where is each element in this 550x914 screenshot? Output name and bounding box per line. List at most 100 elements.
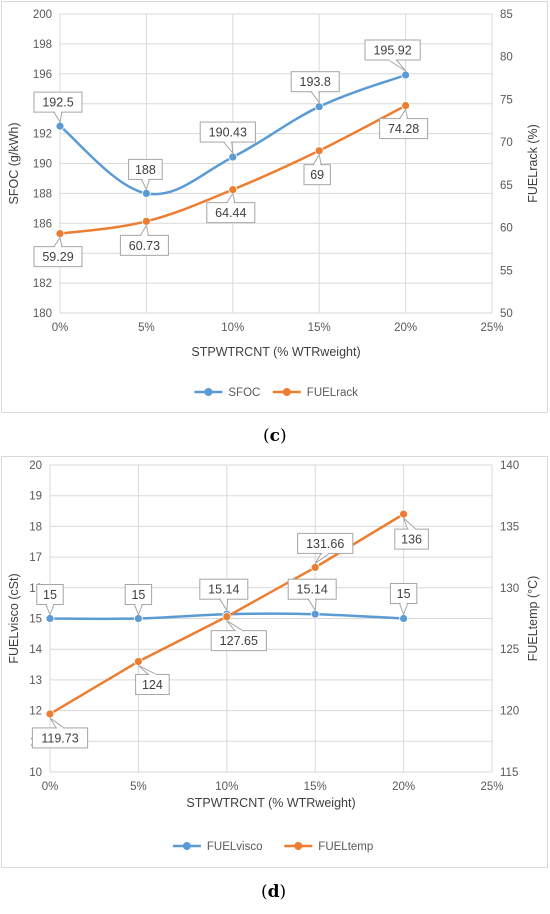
data-label-pointer xyxy=(45,604,55,616)
y-tick-label: 14 xyxy=(29,644,42,656)
data-label-FUELvisco: 15.14 xyxy=(287,578,337,612)
data-label-SFOC: 190.43 xyxy=(199,121,256,155)
y-tick-label: 182 xyxy=(33,278,52,290)
data-label-SFOC: 193.8 xyxy=(290,71,340,105)
legend-label: FUELrack xyxy=(307,387,358,399)
data-label-text: 193.8 xyxy=(300,75,331,89)
data-point-FUELtemp xyxy=(133,657,143,666)
caption-c: (c) xyxy=(263,426,287,446)
data-label-text: 15 xyxy=(43,588,57,602)
y2-tick-label: 65 xyxy=(500,180,513,192)
y2-tick-label: 85 xyxy=(500,9,513,21)
data-label-FUELtemp: 131.66 xyxy=(297,532,354,564)
data-point-SFOC xyxy=(55,121,65,131)
y2-axis-title: FUELtemp (°C) xyxy=(526,576,540,662)
x-tick-label: 15% xyxy=(304,781,327,793)
y-tick-label: 12 xyxy=(29,706,42,718)
y-tick-label: 15 xyxy=(29,614,42,626)
chart-c-svg: 1801821841861881901921941961982005055606… xyxy=(7,9,540,399)
data-label-text: 64.44 xyxy=(215,206,246,220)
y-tick-label: 186 xyxy=(33,218,52,230)
data-label-pointer xyxy=(218,598,229,612)
legend-swatch-marker xyxy=(294,842,303,850)
data-point-FUELrack xyxy=(401,101,411,110)
data-label-pointer xyxy=(398,603,409,616)
y2-axis-title: FUELrack (%) xyxy=(526,124,540,202)
data-label-text: 119.73 xyxy=(41,731,78,745)
legend-swatch-marker xyxy=(182,842,191,850)
y2-tick-label: 75 xyxy=(500,94,513,106)
data-label-pointer xyxy=(138,665,157,675)
data-label-FUELrack: 69 xyxy=(303,153,331,186)
data-point-FUELtemp xyxy=(310,563,320,572)
x-tick-label: 25% xyxy=(480,781,503,793)
data-label-pointer xyxy=(312,153,322,166)
data-label-FUELtemp: 127.65 xyxy=(210,620,267,652)
data-label-pointer xyxy=(133,604,144,616)
data-point-SFOC xyxy=(141,188,151,198)
data-label-FUELvisco: 15 xyxy=(36,584,64,616)
y2-tick-label: 130 xyxy=(500,583,519,595)
y-tick-label: 17 xyxy=(29,552,42,564)
y-tick-label: 13 xyxy=(29,675,42,687)
x-tick-label: 0% xyxy=(52,322,69,334)
chart-panel-d: 1011121314151617181920115120125130135140… xyxy=(0,455,550,875)
y2-tick-label: 140 xyxy=(500,460,519,472)
y-tick-label: 18 xyxy=(29,521,42,533)
data-point-SFOC xyxy=(401,70,411,80)
data-label-FUELvisco: 15 xyxy=(389,583,418,616)
data-label-text: 74.28 xyxy=(388,122,419,136)
y-tick-label: 196 xyxy=(33,69,52,81)
data-label-pointer xyxy=(398,108,409,120)
data-label-pointer xyxy=(139,223,150,236)
data-point-FUELvisco xyxy=(310,609,320,619)
legend-item-FUELvisco: FUELvisco xyxy=(172,841,263,853)
data-label-pointer xyxy=(386,59,406,72)
legend-item-SFOC: SFOC xyxy=(194,387,260,399)
y-tick-label: 180 xyxy=(33,308,52,320)
legend-swatch-marker xyxy=(282,388,291,396)
data-label-text: 188 xyxy=(135,163,156,177)
x-tick-label: 0% xyxy=(42,781,59,793)
y-tick-label: 10 xyxy=(29,767,42,779)
data-point-SFOC xyxy=(314,102,324,112)
data-label-FUELvisco: 15.14 xyxy=(199,578,249,612)
data-point-FUELtemp xyxy=(222,612,232,622)
y-tick-label: 20 xyxy=(29,460,42,472)
chart-d-svg: 1011121314151617181920115120125130135140… xyxy=(7,460,540,853)
y-axis-title: FUELvisco (cSt) xyxy=(7,573,21,663)
data-label-pointer xyxy=(225,192,236,204)
x-tick-label: 10% xyxy=(215,781,238,793)
chart-frame xyxy=(1,1,548,413)
x-tick-label: 5% xyxy=(130,781,147,793)
y2-tick-label: 70 xyxy=(500,137,513,149)
data-label-text: 190.43 xyxy=(209,126,247,140)
y-tick-label: 19 xyxy=(29,491,42,503)
data-point-FUELtemp xyxy=(399,509,409,519)
y2-tick-label: 120 xyxy=(500,706,519,718)
y-tick-label: 192 xyxy=(33,129,52,141)
data-label-FUELtemp: 119.73 xyxy=(31,717,89,749)
y-tick-label: 190 xyxy=(33,159,52,171)
data-label-text: 127.65 xyxy=(220,634,258,648)
data-label-text: 15.14 xyxy=(297,583,328,597)
legend-label: FUELvisco xyxy=(207,841,263,853)
x-tick-label: 10% xyxy=(221,322,244,334)
y-tick-label: 188 xyxy=(33,188,52,200)
data-label-FUELvisco: 15 xyxy=(124,584,153,616)
x-tick-label: 5% xyxy=(138,322,155,334)
y2-tick-label: 80 xyxy=(500,52,513,64)
x-axis-title: STPWTRCNT (% WTRweight) xyxy=(186,796,355,810)
data-label-text: 136 xyxy=(401,533,422,547)
data-label-FUELrack: 60.73 xyxy=(119,223,169,256)
y2-tick-label: 60 xyxy=(500,223,513,235)
chart-frame xyxy=(1,456,548,868)
data-label-pointer xyxy=(307,598,317,612)
y2-tick-label: 50 xyxy=(500,308,513,320)
data-point-SFOC xyxy=(228,152,238,162)
x-tick-label: 20% xyxy=(394,322,417,334)
data-label-text: 195.92 xyxy=(373,43,411,57)
data-label-text: 15 xyxy=(397,587,411,601)
data-point-FUELrack xyxy=(314,146,324,156)
x-tick-label: 25% xyxy=(480,322,503,334)
